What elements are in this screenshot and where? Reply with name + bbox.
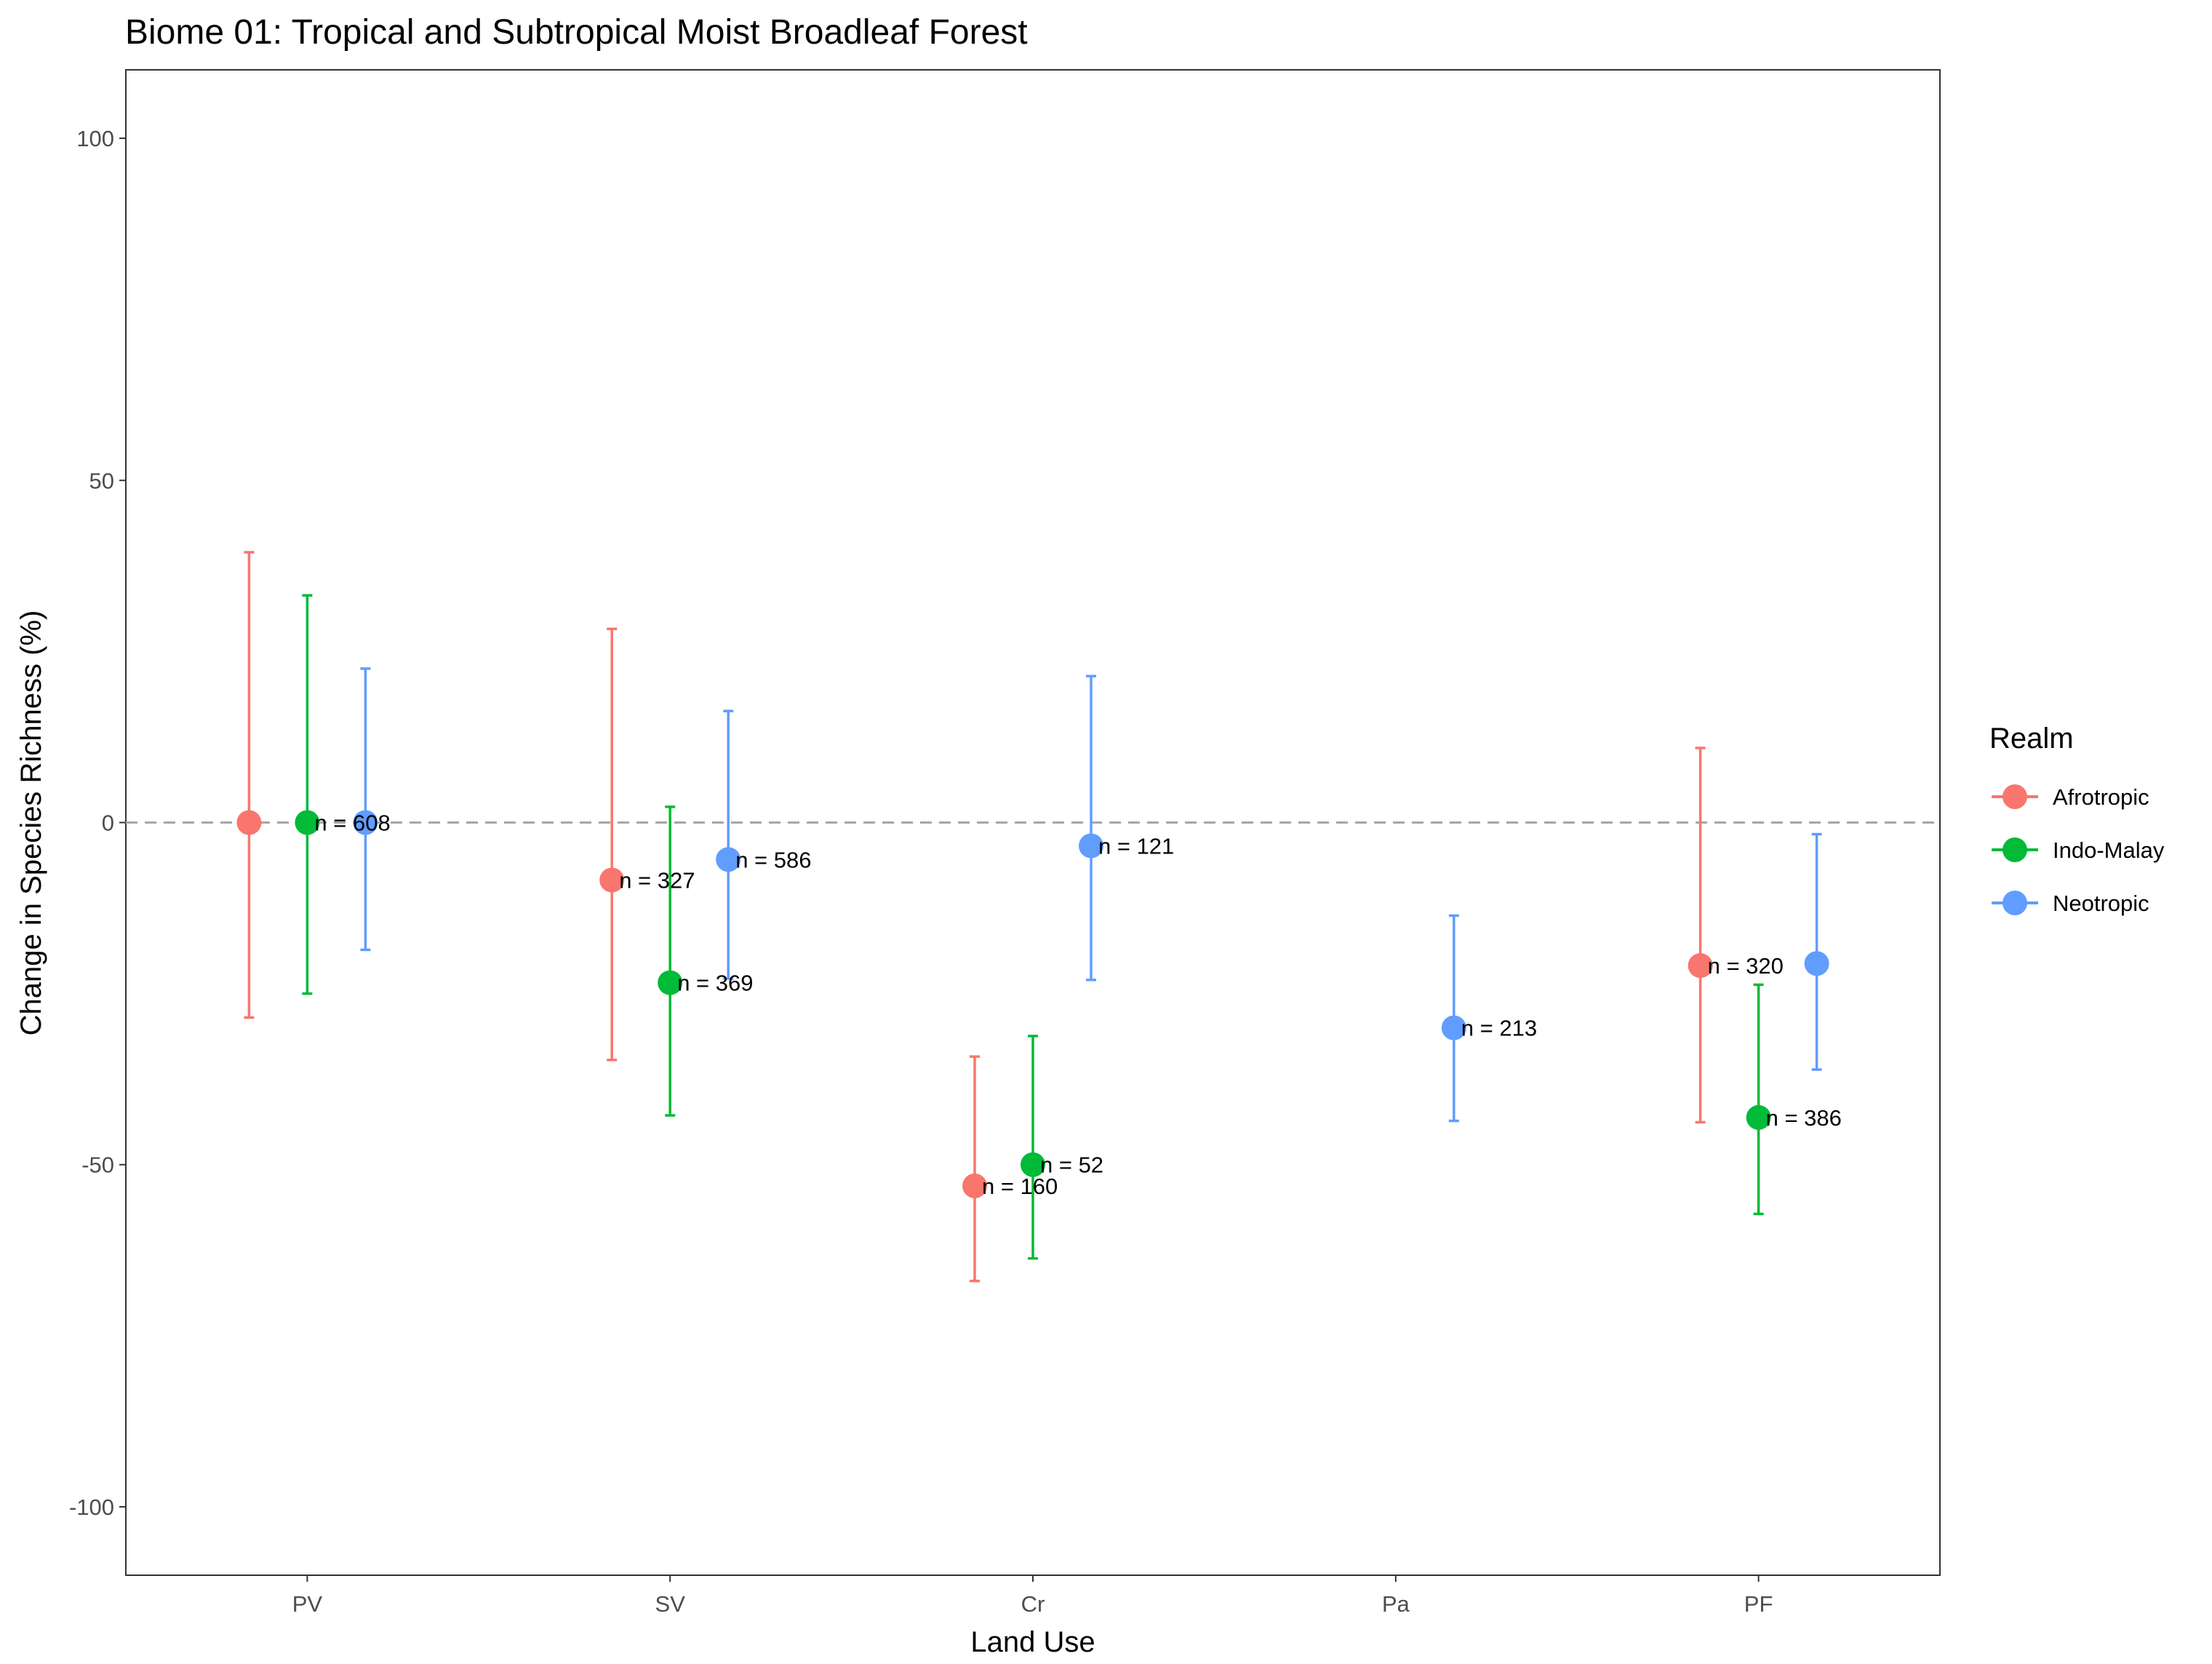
- y-tick-label: -100: [69, 1494, 114, 1520]
- n-label: n = 160: [982, 1174, 1058, 1199]
- n-label: n = 369: [677, 971, 753, 996]
- legend-key-point: [2003, 784, 2027, 809]
- error-bar: [1695, 747, 1706, 1124]
- legend-item: Indo-Malay: [1992, 837, 2165, 863]
- n-label: n = 386: [1766, 1105, 1842, 1131]
- x-tick-label: SV: [655, 1591, 686, 1617]
- y-tick-label: -50: [81, 1153, 114, 1178]
- data-point: [962, 1173, 987, 1198]
- legend-label: Afrotropic: [2053, 784, 2149, 810]
- data-point: [353, 810, 378, 835]
- n-label: n = 608: [314, 811, 390, 836]
- y-tick-label: 100: [76, 126, 114, 151]
- x-tick-label: Pa: [1382, 1591, 1410, 1617]
- n-labels: n = 327 n = 160 n = 320 n = 608 n = 369 n = 5…: [314, 811, 1841, 1199]
- data-marks: [236, 551, 1829, 1283]
- legend-key-point: [2003, 837, 2027, 862]
- n-label: n = 213: [1461, 1016, 1537, 1041]
- data-point: [1441, 1015, 1466, 1040]
- error-bar: [1028, 1035, 1038, 1260]
- x-tick-label: Cr: [1021, 1591, 1045, 1617]
- data-point: [236, 810, 262, 835]
- chart-title: Biome 01: Tropical and Subtropical Moist…: [125, 13, 1028, 52]
- x-axis: PV SV Cr Pa PF: [292, 1575, 1773, 1617]
- error-bar: [1086, 674, 1096, 982]
- n-label: n = 327: [619, 867, 695, 893]
- y-tick-label: 50: [89, 468, 114, 493]
- data-point: [1688, 953, 1713, 979]
- legend-key-point: [2003, 891, 2027, 915]
- legend-label: Neotropic: [2053, 891, 2149, 916]
- legend-item: Neotropic: [1992, 891, 2149, 916]
- n-label: n = 52: [1040, 1153, 1103, 1178]
- y-axis: -100 -50 0 50 100: [69, 126, 126, 1520]
- error-bar: [302, 594, 313, 995]
- error-bar: [723, 709, 734, 980]
- legend-title: Realm: [1989, 722, 2074, 755]
- x-axis-title: Land Use: [970, 1626, 1095, 1658]
- data-point: [1079, 833, 1103, 859]
- data-point: [1804, 951, 1829, 976]
- data-point: [295, 810, 320, 835]
- y-axis-title: Change in Species Richness (%): [15, 610, 47, 1036]
- error-bar: [607, 627, 618, 1062]
- n-label: n = 121: [1098, 833, 1174, 859]
- error-bar: [970, 1055, 980, 1283]
- n-label: n = 320: [1708, 953, 1784, 979]
- data-point: [658, 970, 683, 995]
- data-point: [599, 867, 625, 893]
- error-bar: [665, 805, 676, 1117]
- legend-items: Afrotropic Indo-Malay Neotropic: [1992, 784, 2165, 916]
- x-tick-label: PV: [292, 1591, 323, 1617]
- legend-label: Indo-Malay: [2053, 837, 2165, 863]
- y-tick-label: 0: [102, 811, 114, 836]
- n-label: n = 586: [735, 847, 811, 872]
- plot-panel: [125, 69, 1941, 1576]
- data-point: [1021, 1152, 1045, 1177]
- data-point: [1746, 1104, 1771, 1130]
- legend: Realm Afrotropic Indo-Malay Neotropic: [1989, 722, 2165, 916]
- error-bar: [360, 667, 371, 952]
- legend-item: Afrotropic: [1992, 784, 2149, 810]
- x-tick-label: PF: [1744, 1591, 1773, 1617]
- error-bar: [1753, 983, 1764, 1216]
- data-point: [716, 847, 741, 872]
- error-bar: [244, 551, 255, 1019]
